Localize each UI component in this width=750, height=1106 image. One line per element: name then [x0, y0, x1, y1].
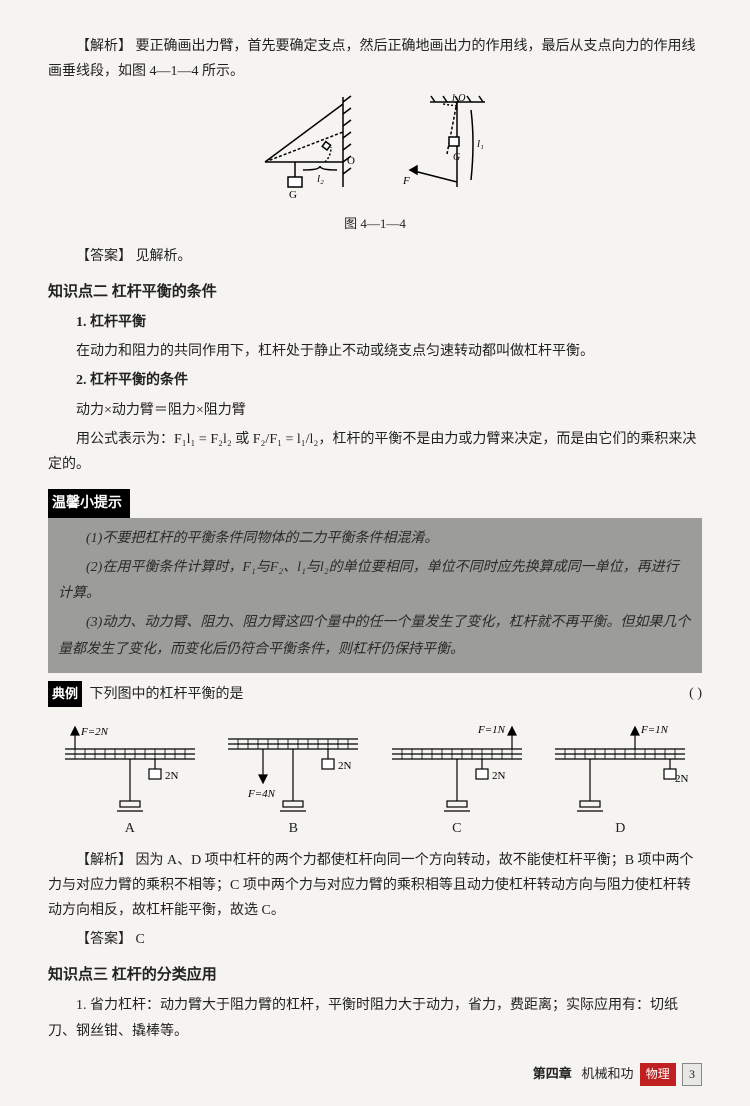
lever-diagram-c: F=1N 2N: [382, 719, 532, 814]
label-l2O: l₂O: [452, 93, 465, 104]
label-c-F: F=1N: [477, 724, 506, 736]
footer-title: 机械和功: [581, 1066, 633, 1081]
label-F: F: [402, 175, 410, 187]
label-C: C: [382, 816, 532, 841]
para-3: 1. 省力杠杆：动力臂大于阻力臂的杠杆，平衡时阻力大于动力，省力，费距离；实际应…: [48, 993, 702, 1043]
example-question: 下列图中的杠杆平衡的是: [90, 687, 244, 702]
tip-box: (1)不要把杠杆的平衡条件同物体的二力平衡条件相混淆。 (2)在用平衡条件计算时…: [48, 518, 702, 673]
tip-1: (1)不要把杠杆的平衡条件同物体的二力平衡条件相混淆。: [58, 526, 692, 553]
label-l1: l₁: [477, 138, 484, 150]
label-d-2N: 2N: [675, 773, 689, 785]
label-d-F: F=1N: [640, 724, 669, 736]
answer-2: 【答案】 C: [48, 927, 702, 952]
heading-2: 知识点二 杠杆平衡的条件: [48, 279, 702, 306]
tip-2: (2)在用平衡条件计算时，F₁与F₂、l₁与l₂的单位要相同，单位不同时应先换算…: [58, 555, 692, 608]
analysis-1: 【解析】 要正确画出力臂，首先要确定支点，然后正确地画出力的作用线，最后从支点向…: [48, 34, 702, 84]
lever-diagram-a: F=2N 2N: [55, 719, 205, 814]
answer-1: 【答案】 见解析。: [48, 244, 702, 269]
label-a-F: F=2N: [80, 726, 109, 738]
label-D: D: [545, 816, 695, 841]
lever-diagram-row: F=2N 2N F=4N 2N: [48, 719, 702, 814]
tip-3: (3)动力、动力臂、阻力、阻力臂这四个量中的任一个量发生了变化，杠杆就不再平衡。…: [58, 610, 692, 663]
label-G2: G: [453, 152, 460, 163]
label-O: O: [347, 155, 355, 167]
label-G: G: [289, 189, 297, 201]
lever-diagram-b: F=4N 2N: [218, 719, 368, 814]
label-b-F: F=4N: [247, 788, 276, 800]
para-2-2b: 用公式表示为：F₁l₁ = F₂l₂ 或 F₂/F₁ = l₁/l₂，杠杆的平衡…: [48, 427, 702, 477]
lever-label-row: A B C D: [48, 816, 702, 841]
footer-subject: 物理: [640, 1063, 676, 1087]
footer-chapter: 第四章: [533, 1066, 572, 1081]
example-paren: ( ): [689, 681, 702, 706]
example-label: 典例: [48, 681, 82, 706]
analysis-2: 【解析】 因为 A、D 项中杠杆的两个力都使杠杆向同一个方向转动，故不能使杠杆平…: [48, 848, 702, 924]
page-content: 【解析】 要正确画出力臂，首先要确定支点，然后正确地画出力的作用线，最后从支点向…: [0, 0, 750, 1106]
lever-diagram-d: F=1N 2N: [545, 719, 695, 814]
label-B: B: [218, 816, 368, 841]
tip-label: 温馨小提示: [48, 489, 130, 518]
label-c-2N: 2N: [492, 770, 506, 782]
label-l2: l₂: [317, 173, 324, 185]
page-footer: 第四章 机械和功 物理 3: [48, 1062, 702, 1087]
para-2-1: 在动力和阻力的共同作用下，杠杆处于静止不动或绕支点匀速转动都叫做杠杆平衡。: [48, 339, 702, 364]
figure-4-1-4: O G l₂: [48, 92, 702, 235]
label-a-2N: 2N: [165, 770, 179, 782]
example-row: 典例 下列图中的杠杆平衡的是 ( ): [48, 681, 702, 707]
footer-page: 3: [682, 1063, 702, 1087]
sub-2-2: 2. 杠杆平衡的条件: [48, 368, 702, 393]
label-b-2N: 2N: [338, 760, 352, 772]
para-2-2a: 动力×动力臂＝阻力×阻力臂: [48, 398, 702, 423]
diagram-svg-1: O G l₂: [225, 92, 525, 212]
sub-2-1: 1. 杠杆平衡: [48, 310, 702, 335]
figure-caption: 图 4—1—4: [48, 212, 702, 235]
heading-3: 知识点三 杠杆的分类应用: [48, 962, 702, 989]
label-A: A: [55, 816, 205, 841]
